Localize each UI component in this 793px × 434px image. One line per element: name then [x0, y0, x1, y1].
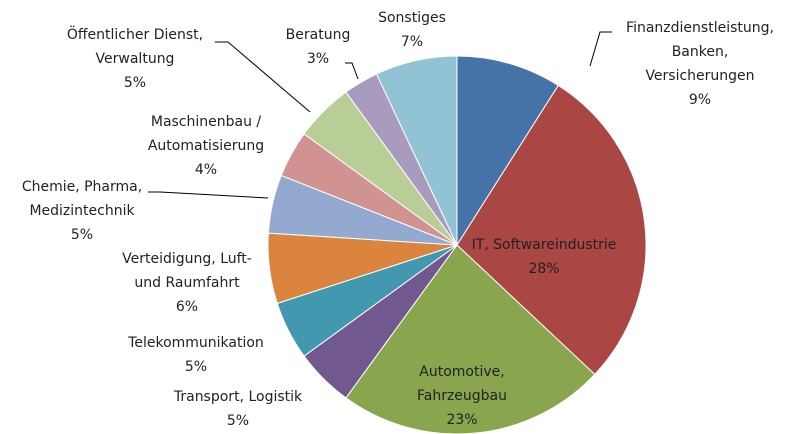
- percent-label: 5%: [226, 413, 250, 429]
- slice-label: Beratung 3%: [208, 23, 428, 71]
- category-label: Telekommunikation: [128, 335, 264, 351]
- category-label: Maschinenbau / Automatisierung: [147, 114, 265, 154]
- percent-label: 7%: [400, 34, 424, 50]
- percent-label: 6%: [175, 299, 199, 315]
- slice-label: Maschinenbau / Automatisierung 4%: [96, 110, 316, 182]
- slice-label: Transport, Logistik 5%: [128, 385, 348, 433]
- category-label: IT, Softwareindustrie: [471, 237, 617, 253]
- slice-label: IT, Softwareindustrie 28%: [434, 233, 654, 281]
- slice-label: Sonstiges 7%: [302, 6, 522, 54]
- slice-label: Chemie, Pharma, Medizintechnik 5%: [0, 175, 192, 247]
- category-label: Verteidigung, Luft- und Raumfahrt: [122, 251, 252, 291]
- category-label: Finanzdienstleistung, Banken, Versicheru…: [626, 20, 774, 84]
- leader-line: [148, 191, 269, 199]
- percent-label: 23%: [446, 412, 478, 428]
- category-label: Automotive, Fahrzeugbau: [416, 364, 508, 404]
- pie-slice: [456, 84, 647, 376]
- leader-line: [589, 31, 612, 67]
- leader-line: [345, 62, 359, 80]
- category-label: Chemie, Pharma, Medizintechnik: [21, 179, 143, 219]
- category-label: Öffentlicher Dienst, Verwaltung: [66, 27, 204, 67]
- percent-label: 3%: [306, 51, 330, 67]
- pie-slice: [345, 244, 596, 434]
- pie-slice: [456, 55, 559, 247]
- slice-label: Telekommunikation 5%: [86, 331, 306, 379]
- slice-label: Automotive, Fahrzeugbau 23%: [352, 360, 572, 432]
- percent-label: 9%: [688, 92, 712, 108]
- percent-label: 28%: [528, 261, 560, 277]
- percent-label: 5%: [184, 359, 208, 375]
- category-label: Beratung: [285, 27, 351, 43]
- percent-label: 4%: [194, 162, 218, 178]
- category-label: Transport, Logistik: [173, 389, 303, 405]
- category-label: Sonstiges: [378, 10, 446, 26]
- percent-label: 5%: [123, 75, 147, 91]
- slice-label: Öffentlicher Dienst, Verwaltung 5%: [25, 23, 245, 95]
- slice-label: Verteidigung, Luft- und Raumfahrt 6%: [77, 247, 297, 319]
- leader-line: [215, 41, 311, 113]
- pie-slice: [375, 55, 458, 246]
- percent-label: 5%: [70, 227, 94, 243]
- slice-label: Finanzdienstleistung, Banken, Versicheru…: [590, 16, 793, 112]
